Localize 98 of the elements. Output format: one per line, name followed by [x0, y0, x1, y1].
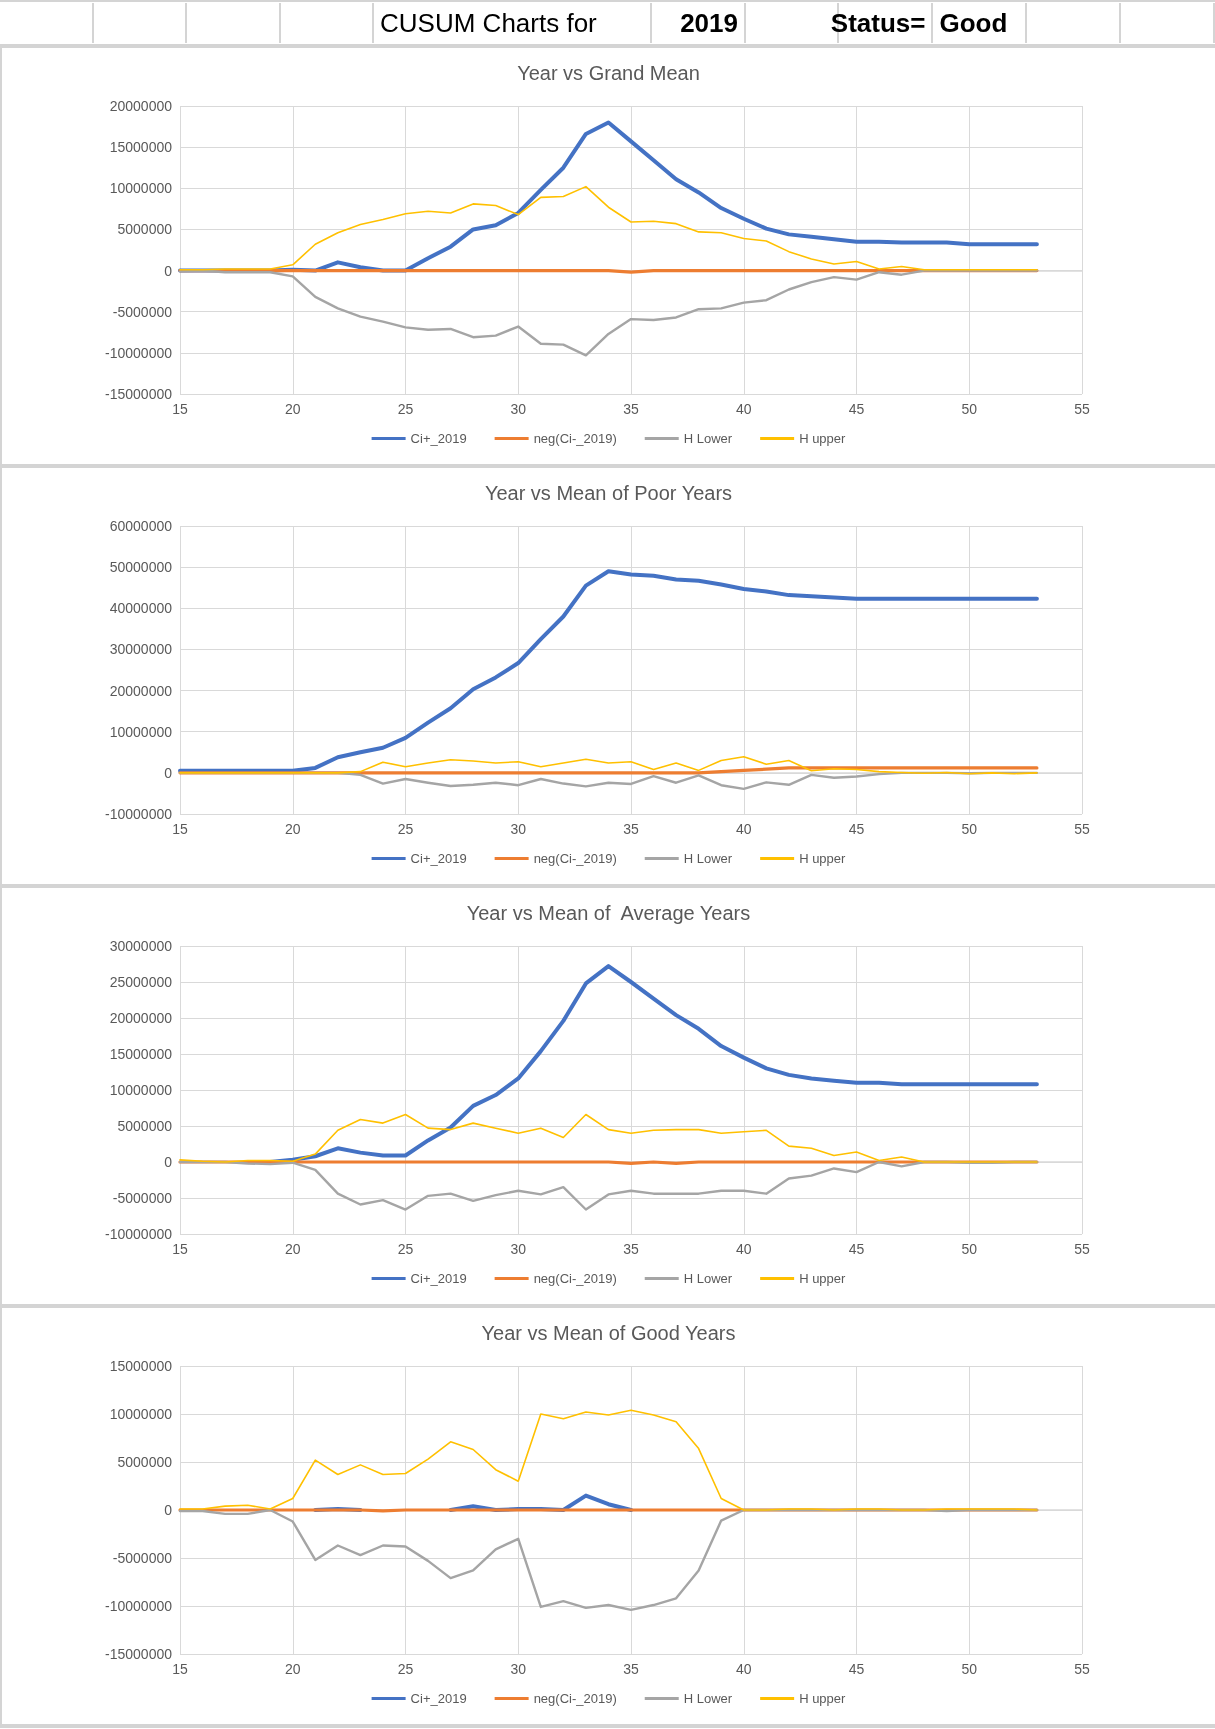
line-series	[179, 185, 1038, 271]
legend-label: H upper	[799, 431, 847, 446]
x-tick-label: 55	[1074, 401, 1090, 417]
y-tick-label: -15000000	[105, 1646, 173, 1662]
text: 2019	[652, 3, 746, 43]
y-tick-label: 25000000	[109, 974, 173, 990]
y-tick-label: 60000000	[109, 518, 173, 534]
y-tick-label: 30000000	[109, 938, 173, 954]
x-tick-label: 50	[961, 1661, 978, 1677]
x-tick-label: 20	[284, 1241, 301, 1257]
y-tick-label: 0	[164, 1154, 173, 1170]
x-tick-label: 35	[623, 401, 639, 417]
x-tick-label: 30	[510, 1241, 527, 1257]
x-tick-label: 25	[397, 1661, 414, 1677]
legend-label: H Lower	[683, 431, 733, 446]
y-tick-label: -10000000	[105, 344, 173, 361]
chart-title: Year vs Mean of Good Years	[481, 1322, 736, 1344]
y-tick-label: 15000000	[109, 1358, 173, 1374]
y-tick-label: 10000000	[109, 723, 173, 740]
x-tick-label: 25	[397, 821, 414, 837]
x-tick-label: 55	[1074, 1661, 1090, 1677]
x-tick-label: 25	[397, 1241, 414, 1257]
x-tick-label: 15	[172, 1241, 188, 1257]
y-tick-label: -10000000	[105, 1226, 173, 1242]
line-series	[178, 269, 1039, 357]
y-tick-label: 0	[164, 1502, 173, 1518]
legend-label: neg(Ci-_2019)	[533, 431, 617, 446]
y-tick-label: -5000000	[112, 303, 173, 320]
legend-label: Ci+_2019	[410, 1691, 467, 1706]
line-series	[179, 1409, 1038, 1511]
y-tick-label: 5000000	[117, 221, 173, 238]
y-tick-label: 10000000	[109, 1406, 173, 1422]
y-tick-label: 40000000	[109, 600, 173, 617]
x-tick-label: 55	[1074, 1241, 1090, 1257]
legend-label: H Lower	[683, 1691, 733, 1706]
x-tick-label: 15	[172, 401, 188, 417]
y-tick-label: 15000000	[109, 139, 173, 156]
text: Status=	[830, 6, 927, 40]
x-tick-label: 55	[1074, 821, 1090, 837]
y-tick-label: 20000000	[109, 98, 173, 114]
x-tick-label: 40	[735, 821, 752, 837]
x-tick-label: 30	[510, 1661, 527, 1677]
y-tick-label: -5000000	[112, 1550, 173, 1566]
legend-label: H upper	[799, 1691, 847, 1706]
x-tick-label: 50	[961, 821, 978, 837]
x-tick-label: 15	[172, 1661, 188, 1677]
legend-label: Ci+_2019	[410, 431, 467, 446]
x-tick-label: 35	[623, 1661, 639, 1677]
x-tick-label: 20	[284, 401, 301, 417]
y-tick-label: 20000000	[109, 1010, 173, 1026]
y-tick-label: 15000000	[109, 1046, 173, 1062]
chart-title: Year vs Grand Mean	[517, 62, 700, 84]
y-tick-label: 0	[164, 764, 173, 781]
y-tick-label: 5000000	[117, 1454, 173, 1470]
text: Good	[933, 3, 1027, 43]
line-series	[178, 569, 1039, 773]
x-tick-label: 25	[397, 401, 414, 417]
y-tick-label: 50000000	[109, 559, 173, 576]
chart-title: Year vs Mean of Poor Years	[484, 482, 733, 504]
x-tick-label: 45	[848, 821, 865, 837]
chart-title: Year vs Mean of Average Years	[466, 902, 751, 924]
x-tick-label: 40	[735, 1241, 752, 1257]
x-tick-label: 40	[735, 1661, 752, 1677]
y-tick-label: -10000000	[105, 806, 173, 822]
y-tick-label: 10000000	[109, 1082, 173, 1098]
legend-label: Ci+_2019	[410, 1271, 467, 1286]
text: CUSUM Charts for	[374, 3, 653, 43]
legend-label: H upper	[799, 1271, 847, 1286]
x-tick-label: 35	[623, 821, 639, 837]
legend-label: H upper	[799, 851, 847, 866]
legend-label: H Lower	[683, 1271, 733, 1286]
x-tick-label: 30	[510, 821, 527, 837]
x-tick-label: 50	[961, 401, 978, 417]
legend-label: Ci+_2019	[410, 851, 467, 866]
line-series	[179, 1113, 1038, 1163]
x-tick-label: 20	[284, 1661, 301, 1677]
x-tick-label: 30	[510, 401, 527, 417]
x-tick-label: 45	[848, 1661, 865, 1677]
legend-label: neg(Ci-_2019)	[533, 1271, 617, 1286]
y-tick-label: 30000000	[109, 641, 173, 658]
x-tick-label: 35	[623, 1241, 639, 1257]
x-tick-label: 15	[172, 821, 188, 837]
legend-label: H Lower	[683, 851, 733, 866]
x-tick-label: 20	[284, 821, 301, 837]
legend-label: neg(Ci-_2019)	[533, 1691, 617, 1706]
y-tick-label: -10000000	[105, 1598, 173, 1614]
line-series	[179, 756, 1038, 775]
x-tick-label: 40	[735, 401, 752, 417]
y-tick-label: 10000000	[109, 180, 173, 197]
y-tick-label: 0	[164, 262, 173, 279]
legend-label: neg(Ci-_2019)	[533, 851, 617, 866]
x-tick-label: 45	[848, 1241, 865, 1257]
y-tick-label: 5000000	[117, 1118, 173, 1134]
y-tick-label: -5000000	[112, 1190, 173, 1206]
x-tick-label: 45	[848, 401, 865, 417]
y-tick-label: -15000000	[105, 386, 173, 402]
x-tick-label: 50	[961, 1241, 978, 1257]
y-tick-label: 20000000	[109, 682, 173, 699]
